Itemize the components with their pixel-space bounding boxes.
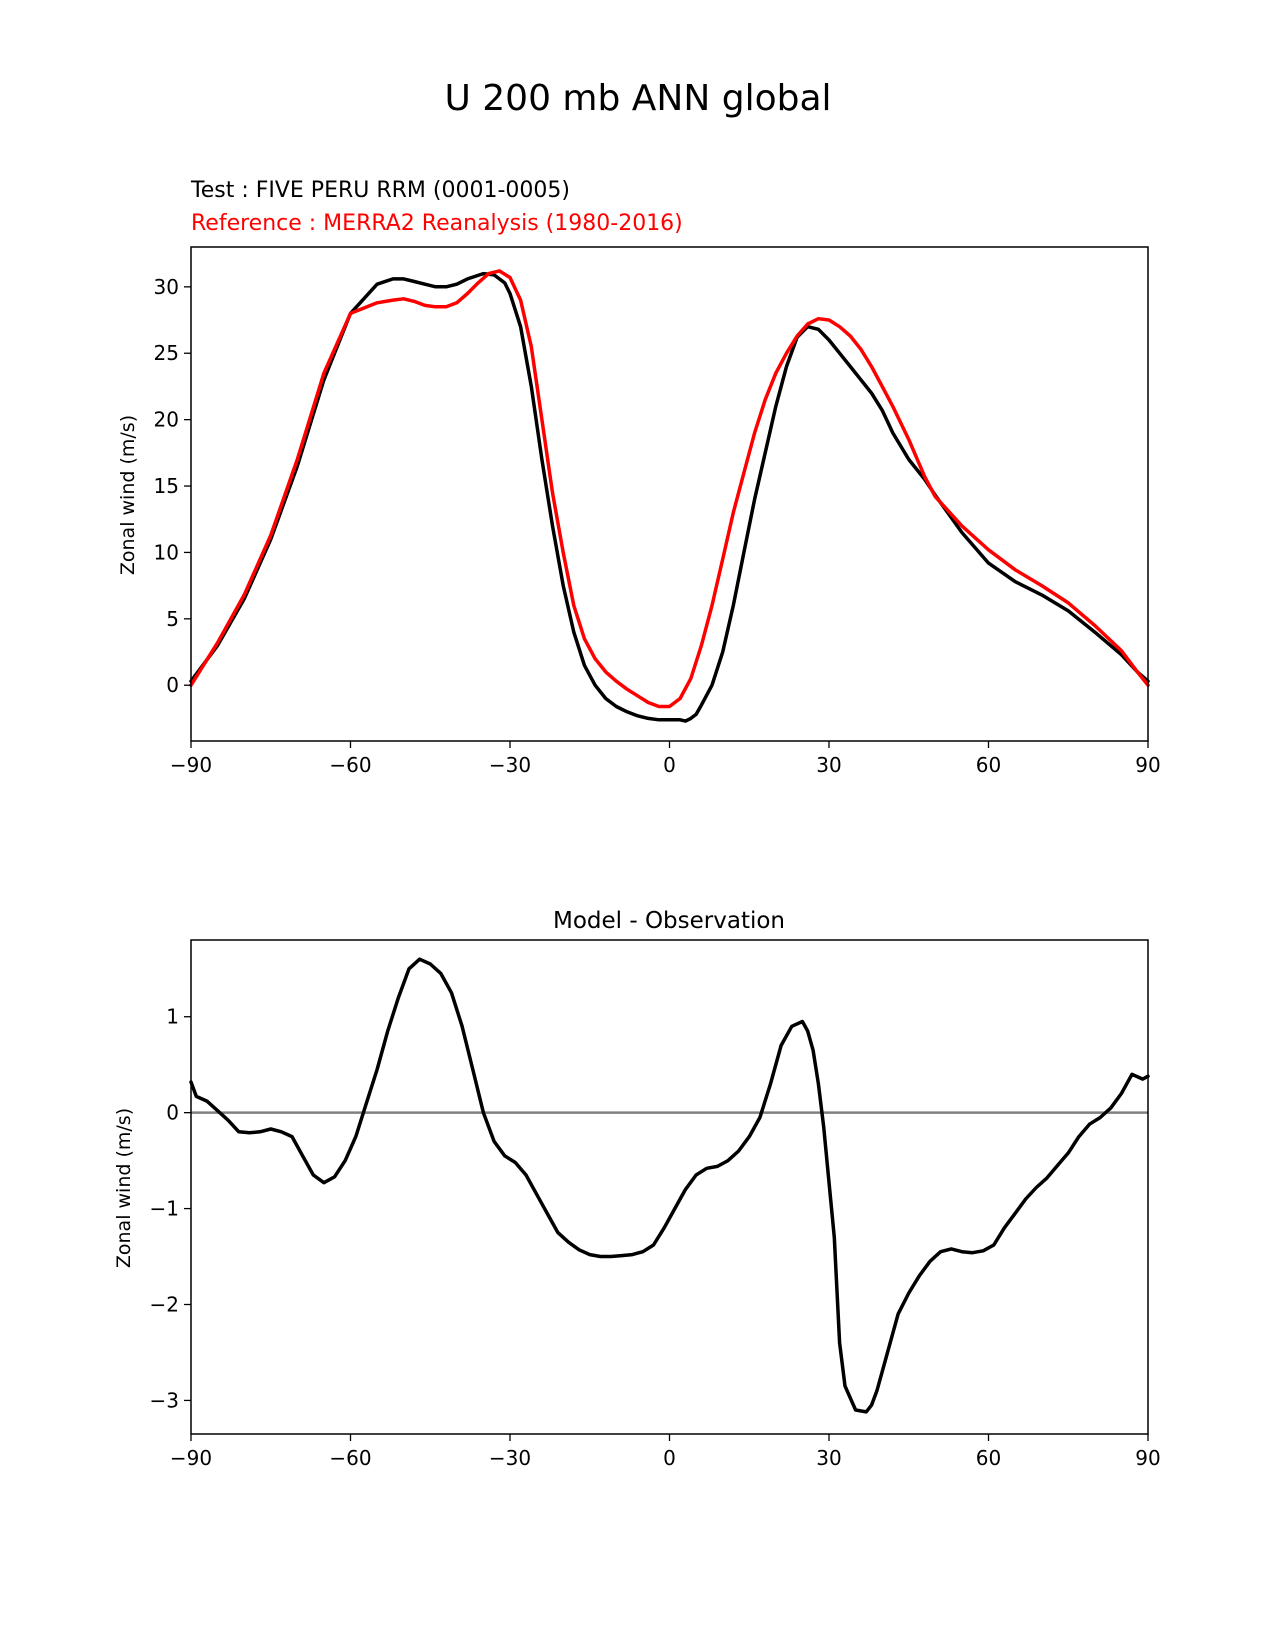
test-label: Test : FIVE PERU RRM (0001-0005) [190, 178, 570, 203]
reference-label: Reference : MERRA2 Reanalysis (1980-2016… [191, 211, 683, 236]
bottom-y-tick-label: −3 [150, 1388, 179, 1412]
figure-suptitle: U 200 mb ANN global [444, 78, 831, 119]
top-y-tick-label: 30 [154, 275, 179, 299]
bottom-lines [189, 957, 1150, 1414]
top-test-line [189, 271, 1150, 723]
top-y-tick-label: 10 [154, 540, 179, 564]
bottom-x-tick-label: 90 [1135, 1446, 1160, 1470]
bottom-x-tick-label: −30 [489, 1446, 531, 1470]
bottom-y-tick-label: −2 [150, 1293, 179, 1317]
bottom-y-axis-label: Zonal wind (m/s) [113, 1108, 135, 1268]
top-y-tick-label: 5 [166, 607, 179, 631]
top-x-tick-label: −60 [329, 753, 371, 777]
bottom-x-tick-label: 60 [976, 1446, 1001, 1470]
top-axes-frame [190, 246, 1149, 742]
top-y-tick-label: 15 [154, 474, 179, 498]
bottom-x-ticks: −90 −60 −30 0 30 60 90 [170, 1434, 1161, 1470]
top-x-tick-label: −90 [170, 753, 212, 777]
top-panel: Test : FIVE PERU RRM (0001-0005) Referen… [117, 178, 1161, 777]
bottom-x-tick-label: −60 [329, 1446, 371, 1470]
bottom-panel-title: Model - Observation [553, 908, 785, 934]
bottom-x-tick-label: 30 [816, 1446, 841, 1470]
top-y-ticks: 0 5 10 15 20 25 30 [154, 275, 191, 697]
top-x-ticks: −90 −60 −30 0 30 60 90 [170, 741, 1161, 777]
top-x-tick-label: −30 [489, 753, 531, 777]
top-x-tick-label: 90 [1135, 753, 1160, 777]
top-reference-line [189, 269, 1150, 709]
top-y-tick-label: 20 [154, 408, 179, 432]
bottom-y-ticks: −3 −2 −1 0 1 [150, 1005, 191, 1412]
bottom-panel: Model - Observation Zonal wind (m/s) −3−… [113, 908, 1161, 1470]
top-y-tick-label: 25 [154, 341, 179, 365]
top-x-tick-label: 0 [663, 753, 676, 777]
bottom-y-tick-label: 0 [166, 1101, 179, 1125]
top-x-tick-label: 30 [816, 753, 841, 777]
top-y-tick-label: 0 [166, 673, 179, 697]
top-y-axis-label: Zonal wind (m/s) [117, 415, 139, 575]
bottom-y-tick-label: 1 [166, 1005, 179, 1029]
top-x-tick-label: 60 [976, 753, 1001, 777]
bottom-y-tick-label: −1 [150, 1197, 179, 1221]
bottom-x-tick-label: −90 [170, 1446, 212, 1470]
bottom-axes-frame [190, 939, 1149, 1435]
bottom-x-tick-label: 0 [663, 1446, 676, 1470]
top-lines [189, 269, 1150, 723]
bottom-difference-line [189, 957, 1150, 1414]
